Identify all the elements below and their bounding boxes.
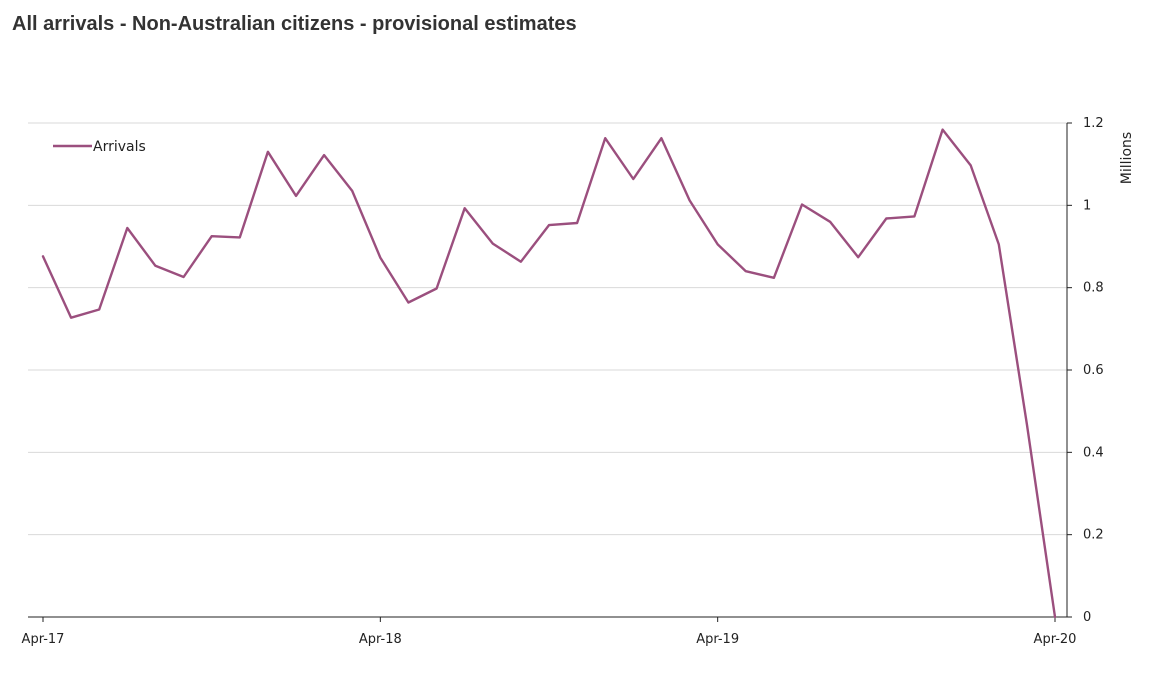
y-tick-label: 1 xyxy=(1083,198,1091,213)
y-tick-label: 0.8 xyxy=(1083,281,1104,296)
y-tick-label: 0 xyxy=(1083,610,1091,625)
x-tick-label: Apr-20 xyxy=(1034,632,1077,647)
x-tick-label: Apr-19 xyxy=(696,632,739,647)
y-tick-label: 1.2 xyxy=(1083,116,1104,131)
series-line-arrivals xyxy=(41,128,1057,619)
y-tick-label: 0.2 xyxy=(1083,528,1104,543)
y-tick-label: 0.6 xyxy=(1083,363,1104,378)
legend-label: Arrivals xyxy=(93,139,146,155)
y-axis-label: Millions xyxy=(1119,132,1135,184)
y-tick-label: 0.4 xyxy=(1083,445,1104,460)
chart-title: All arrivals - Non-Australian citizens -… xyxy=(12,13,577,35)
x-tick-label: Apr-17 xyxy=(22,632,65,647)
x-tick-label: Apr-18 xyxy=(359,632,402,647)
